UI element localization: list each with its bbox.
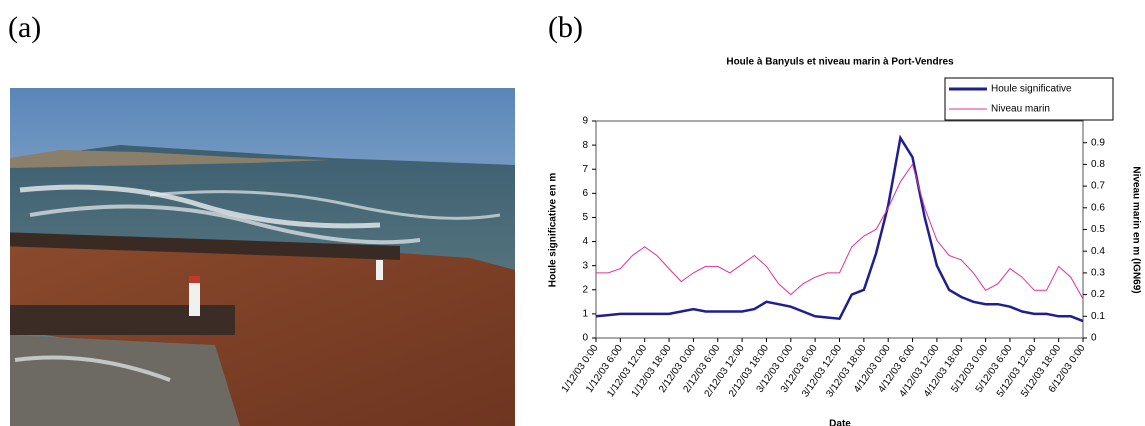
y2-tick-label: 0.5 (1091, 224, 1105, 235)
legend-box (944, 77, 1114, 121)
y-tick-label: 4 (582, 236, 588, 247)
panel-label: (b) (548, 11, 583, 44)
y-tick-label: 0 (582, 333, 588, 344)
series-line (595, 134, 1084, 323)
legend-label: Niveau marin (991, 104, 1050, 115)
y-tick-label: 2 (582, 284, 588, 295)
y-tick-label: 8 (582, 140, 588, 151)
y2-tick-label: 0.8 (1091, 159, 1105, 170)
y2-axis-label: Niveau marin en m (IGN69) (1130, 166, 1141, 293)
y-tick-label: 7 (582, 164, 588, 175)
y2-tick-label: 0.1 (1091, 311, 1105, 322)
y2-tick-label: 0.9 (1091, 137, 1105, 148)
y-tick-label: 1 (582, 309, 588, 320)
y-tick-label: 9 (582, 116, 588, 127)
y2-tick-label: 0.6 (1091, 202, 1105, 213)
y-tick-label: 5 (582, 212, 588, 223)
y2-tick-label: 0.7 (1091, 181, 1105, 192)
legend-label: Houle significative (991, 84, 1072, 95)
panel-label: (a) (8, 11, 41, 44)
x-axis-label: Date (829, 419, 851, 426)
y2-tick-label: 0 (1091, 333, 1097, 344)
series-line (596, 163, 1084, 300)
y2-tick-label: 0.2 (1091, 289, 1105, 300)
y-tick-label: 6 (582, 188, 588, 199)
chart-title: Houle à Banyuls et niveau marin à Port-V… (726, 57, 954, 68)
y-tick-label: 3 (582, 260, 588, 271)
y2-tick-label: 0.4 (1091, 246, 1105, 257)
y-axis-label: Houle significative en m (548, 173, 559, 288)
photo (10, 88, 515, 426)
y2-tick-label: 0.3 (1091, 268, 1105, 279)
